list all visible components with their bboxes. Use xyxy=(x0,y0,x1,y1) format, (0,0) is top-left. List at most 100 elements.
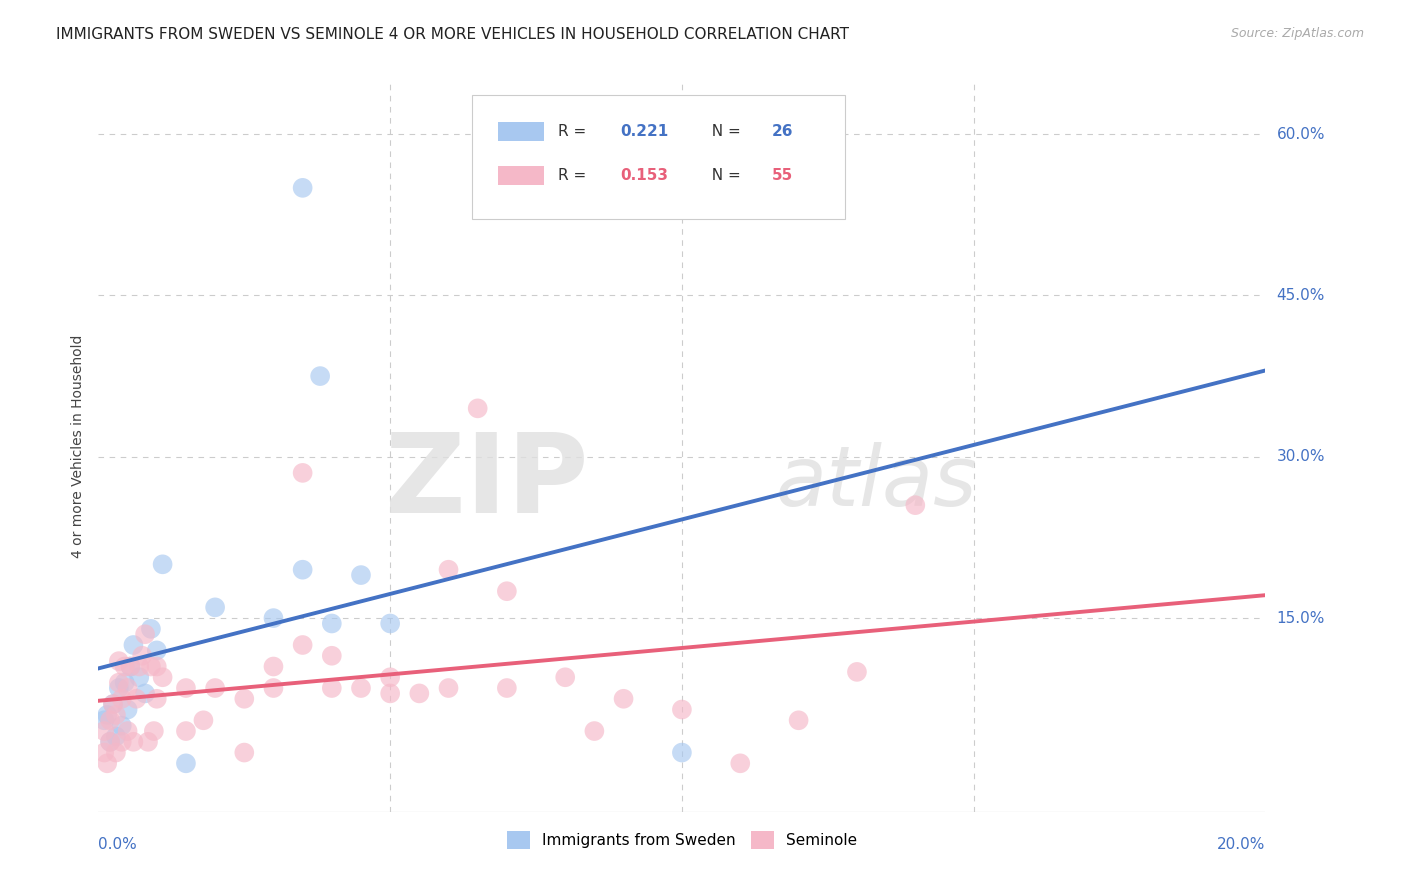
Point xyxy=(380,670,402,684)
Point xyxy=(136,735,159,749)
Point xyxy=(321,681,343,695)
Point xyxy=(114,675,136,690)
Point xyxy=(309,369,332,384)
Point xyxy=(108,675,131,690)
Point xyxy=(263,659,285,673)
Point xyxy=(263,611,285,625)
Text: N =: N = xyxy=(702,124,745,139)
Point xyxy=(408,686,430,700)
Point xyxy=(496,584,519,599)
Point xyxy=(104,730,127,744)
Text: ZIP: ZIP xyxy=(385,429,589,536)
Point xyxy=(174,756,197,771)
Point xyxy=(321,616,343,631)
Point xyxy=(671,746,693,760)
Text: IMMIGRANTS FROM SWEDEN VS SEMINOLE 4 OR MORE VEHICLES IN HOUSEHOLD CORRELATION C: IMMIGRANTS FROM SWEDEN VS SEMINOLE 4 OR … xyxy=(56,27,849,42)
Text: Source: ZipAtlas.com: Source: ZipAtlas.com xyxy=(1230,27,1364,40)
Point xyxy=(730,756,752,771)
Point xyxy=(104,746,127,760)
Point xyxy=(146,643,169,657)
Point xyxy=(108,681,131,695)
Point xyxy=(125,691,148,706)
Text: atlas: atlas xyxy=(775,442,977,523)
Text: R =: R = xyxy=(558,168,592,183)
Point xyxy=(846,665,869,679)
Text: 60.0%: 60.0% xyxy=(1277,127,1324,142)
Point xyxy=(98,735,121,749)
Point xyxy=(120,659,142,673)
Point xyxy=(496,681,519,695)
Point xyxy=(93,746,115,760)
Text: 30.0%: 30.0% xyxy=(1277,450,1324,464)
Point xyxy=(98,735,121,749)
Point xyxy=(350,568,373,582)
Point xyxy=(122,735,145,749)
Bar xyxy=(498,166,544,185)
Point xyxy=(128,659,150,673)
Point xyxy=(139,622,162,636)
Point xyxy=(291,638,314,652)
Point xyxy=(120,659,142,673)
Point xyxy=(131,648,153,663)
Text: 0.221: 0.221 xyxy=(620,124,668,139)
Legend: Immigrants from Sweden, Seminole: Immigrants from Sweden, Seminole xyxy=(501,824,863,855)
Text: 45.0%: 45.0% xyxy=(1277,288,1324,303)
Point xyxy=(146,691,169,706)
Point xyxy=(122,638,145,652)
Point xyxy=(111,691,134,706)
Point xyxy=(134,627,156,641)
Text: R =: R = xyxy=(558,124,592,139)
Point xyxy=(134,686,156,700)
Point xyxy=(117,681,139,695)
Point xyxy=(583,724,606,739)
Point xyxy=(93,714,115,728)
Point xyxy=(139,659,162,673)
Point xyxy=(101,697,124,711)
Point xyxy=(96,707,118,722)
Point xyxy=(467,401,489,416)
Point xyxy=(904,498,927,512)
Point xyxy=(204,600,226,615)
Point xyxy=(380,616,402,631)
Point xyxy=(233,691,256,706)
Point xyxy=(101,697,124,711)
Point xyxy=(98,714,121,728)
Point xyxy=(128,670,150,684)
Point xyxy=(204,681,226,695)
Point xyxy=(263,681,285,695)
Point xyxy=(193,714,215,728)
Point xyxy=(437,681,460,695)
FancyBboxPatch shape xyxy=(472,95,845,219)
Text: N =: N = xyxy=(702,168,745,183)
Point xyxy=(114,659,136,673)
Point xyxy=(174,724,197,739)
Point xyxy=(117,724,139,739)
Text: 20.0%: 20.0% xyxy=(1218,837,1265,852)
Text: 0.153: 0.153 xyxy=(620,168,668,183)
Point xyxy=(350,681,373,695)
Point xyxy=(93,724,115,739)
Point xyxy=(321,648,343,663)
Text: 15.0%: 15.0% xyxy=(1277,611,1324,625)
Point xyxy=(117,702,139,716)
Point xyxy=(174,681,197,695)
Point xyxy=(613,691,636,706)
Bar xyxy=(498,122,544,141)
Point xyxy=(108,654,131,668)
Point xyxy=(291,181,314,195)
Point xyxy=(152,558,174,572)
Point xyxy=(671,702,693,716)
Point xyxy=(554,670,576,684)
Y-axis label: 4 or more Vehicles in Household: 4 or more Vehicles in Household xyxy=(70,334,84,558)
Point xyxy=(96,756,118,771)
Text: 0.0%: 0.0% xyxy=(98,837,138,852)
Point xyxy=(104,707,127,722)
Point xyxy=(142,724,165,739)
Point xyxy=(380,686,402,700)
Text: 55: 55 xyxy=(772,168,793,183)
Point xyxy=(437,563,460,577)
Point xyxy=(291,466,314,480)
Point xyxy=(152,670,174,684)
Point xyxy=(787,714,810,728)
Point xyxy=(233,746,256,760)
